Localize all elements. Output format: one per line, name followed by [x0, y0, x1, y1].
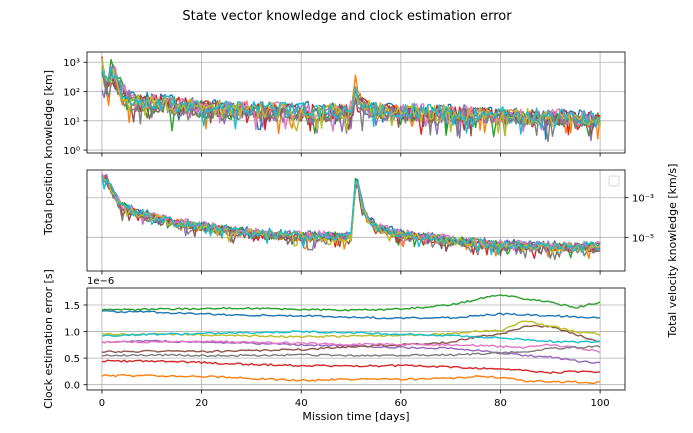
figure-title: State vector knowledge and clock estimat… [182, 9, 512, 24]
y-tick-label: 10⁻⁵ [632, 233, 654, 244]
x-tick-label: 40 [295, 398, 308, 409]
y-axis-label: Clock estimation error [s] [42, 269, 55, 409]
series-line-2 [101, 374, 601, 384]
y-tick-label: 10⁻³ [632, 194, 654, 205]
x-tick-label: 80 [494, 398, 507, 409]
series-line-10 [101, 330, 601, 344]
y-offset-text: 1e−6 [87, 276, 114, 287]
series-lines [101, 294, 601, 384]
x-tick-label: 20 [195, 398, 208, 409]
series-line-8 [101, 345, 601, 358]
y-tick-label: 10² [63, 88, 80, 99]
y-axis-label: Total velocity knowledge [km/s] [666, 164, 679, 339]
y-tick-label: 10¹ [63, 117, 80, 128]
y-tick-label: 1.0 [64, 328, 80, 339]
series-lines [101, 172, 601, 261]
y-tick-label: 0.0 [64, 381, 80, 392]
series-line-7 [101, 340, 601, 354]
x-tick-label: 60 [394, 398, 407, 409]
y-tick-label: 1.5 [64, 301, 80, 312]
series-line-4 [101, 359, 601, 375]
y-tick-label: 10⁰ [63, 146, 80, 157]
axes-frame [86, 51, 626, 154]
series-line-1 [101, 310, 601, 320]
axes-frame [86, 169, 626, 272]
clock-error-panel: 0.0 0.5 1.0 1.5 Clock estimation error [s] 1e… [42, 269, 626, 423]
series-line-6 [101, 324, 601, 354]
legend-box [608, 175, 620, 187]
y-axis-label: Total position knowledge [km] [42, 70, 55, 236]
series-line-3 [101, 294, 601, 312]
x-tick-label: 0 [99, 398, 105, 409]
position-knowledge-panel: 10⁰ 10¹ 10² 10³ Total position knowledge [km… [42, 51, 626, 236]
series-line-10 [101, 66, 601, 135]
series-lines [101, 56, 601, 143]
velocity-knowledge-panel: 10⁻³ 10⁻⁵ Total velocity knowledge [km/s] [86, 164, 679, 339]
y-tick-label: 0.5 [64, 354, 80, 365]
gridlines [87, 288, 625, 390]
x-axis-label: Mission time [days] [302, 410, 409, 423]
series-line-10 [101, 175, 601, 256]
series-line-9 [101, 320, 601, 339]
y-tick-label: 10³ [63, 58, 80, 69]
axes-frame [86, 287, 626, 391]
x-tick-label: 100 [591, 398, 610, 409]
